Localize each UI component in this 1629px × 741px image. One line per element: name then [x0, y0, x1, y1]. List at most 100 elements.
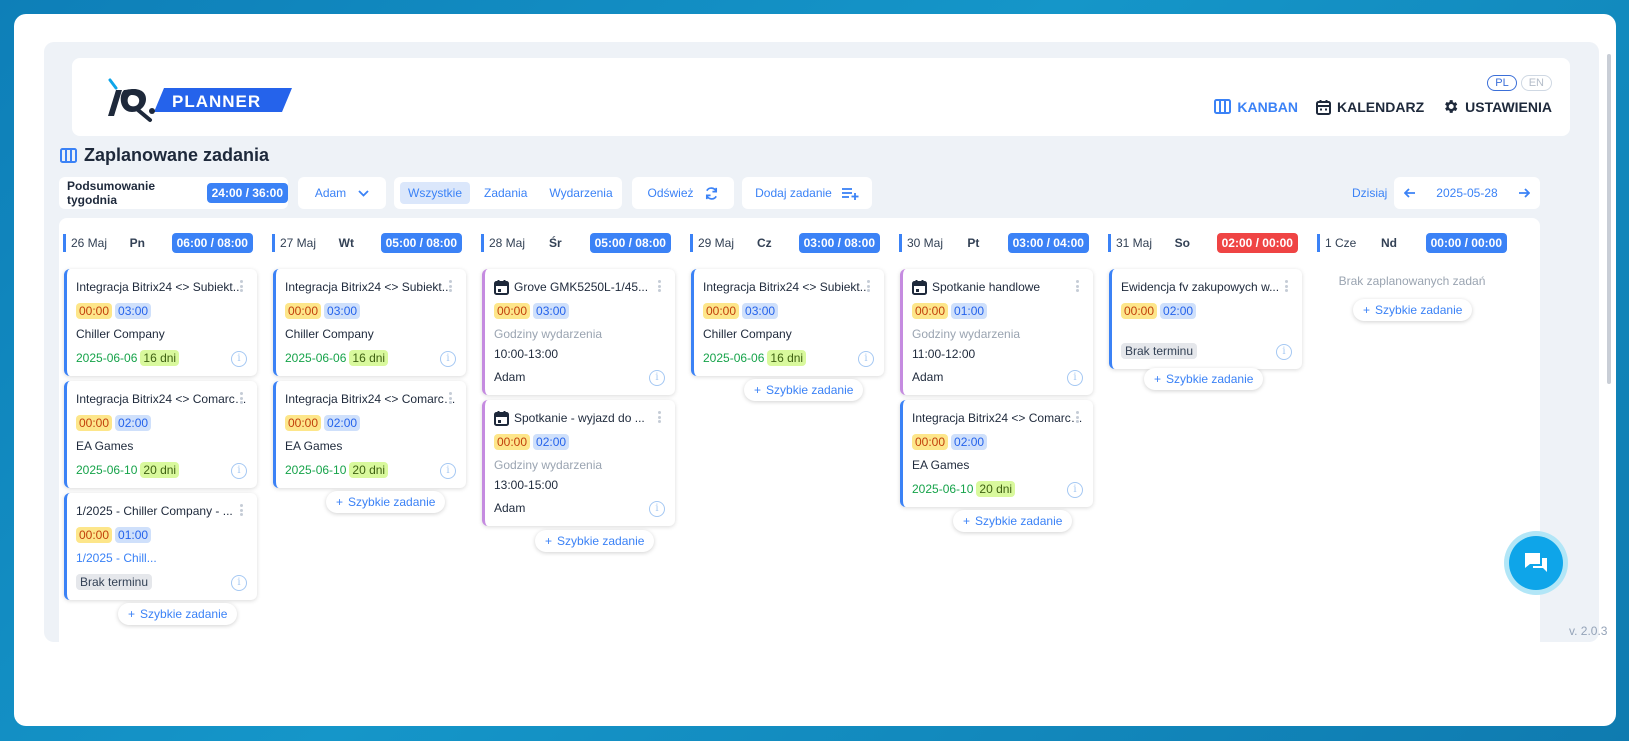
- time-estimate-tag: 03:00: [324, 303, 361, 319]
- column-date: 31 Maj: [1116, 236, 1153, 250]
- info-icon[interactable]: i: [649, 370, 665, 386]
- add-task-button[interactable]: Dodaj zadanie: [742, 177, 872, 209]
- filter-tasks[interactable]: Zadania: [484, 186, 528, 200]
- more-options-icon[interactable]: [240, 280, 243, 292]
- more-options-icon[interactable]: [1076, 411, 1079, 423]
- card-due-date: 2025-06-06: [703, 351, 765, 365]
- card-link[interactable]: 1/2025 - Chill...: [76, 551, 157, 565]
- info-icon[interactable]: i: [1067, 482, 1083, 498]
- refresh-label: Odśwież: [647, 186, 694, 200]
- empty-column-text: Brak zaplanowanych zadań: [1338, 274, 1486, 288]
- more-options-icon[interactable]: [1076, 280, 1079, 292]
- task-card[interactable]: Integracja Bitrix24 <> Comarch... 00:00 0…: [273, 381, 466, 488]
- card-title: Ewidencja fv zakupowych w...: [1121, 280, 1280, 294]
- arrow-right-icon[interactable]: [1518, 188, 1530, 198]
- more-options-icon[interactable]: [658, 411, 661, 423]
- filter-all[interactable]: Wszystkie: [400, 182, 470, 204]
- column-day: So: [1174, 236, 1190, 250]
- column-hours-badge: 05:00 / 08:00: [589, 233, 671, 253]
- lang-en[interactable]: EN: [1520, 75, 1552, 91]
- quick-add-button[interactable]: + Szybkie zadanie: [326, 491, 446, 513]
- quick-add-button[interactable]: + Szybkie zadanie: [953, 510, 1073, 532]
- time-estimate-tag: 03:00: [533, 303, 570, 319]
- info-icon[interactable]: i: [858, 351, 874, 367]
- more-options-icon[interactable]: [658, 280, 661, 292]
- card-client: EA Games: [912, 458, 970, 472]
- nav-settings[interactable]: USTAWIENIA: [1442, 98, 1552, 115]
- chat-button[interactable]: [1504, 531, 1568, 595]
- task-card[interactable]: Integracja Bitrix24 <> Subiekt... 00:00 0…: [691, 269, 884, 376]
- event-hours: 13:00-15:00: [494, 478, 559, 492]
- task-card[interactable]: 1/2025 - Chiller Company - ... 00:00 01:0…: [64, 493, 257, 600]
- quick-add-label: Szybkie zadanie: [348, 495, 436, 509]
- nav-kanban-label: KANBAN: [1237, 98, 1299, 115]
- column-date: 1 Cze: [1325, 236, 1357, 250]
- card-title: Grove GMK5250L-1/45...: [514, 280, 649, 294]
- event-card[interactable]: Spotkanie - wyjazd do ... 00:00 02:00 God…: [482, 400, 675, 526]
- task-card[interactable]: Integracja Bitrix24 <> Comarch... 00:00 0…: [64, 381, 257, 488]
- top-header: PLANNER PL EN KANBAN KALENDARZ USTAWIEN: [72, 58, 1570, 136]
- calendar-event-icon: [494, 411, 509, 426]
- time-spent-tag: 00:00: [76, 303, 113, 319]
- time-spent-tag: 00:00: [912, 434, 949, 450]
- task-card[interactable]: Integracja Bitrix24 <> Comarch... 00:00 0…: [900, 400, 1093, 507]
- column-day: Pn: [129, 236, 145, 250]
- info-icon[interactable]: i: [649, 501, 665, 517]
- plus-icon: +: [754, 383, 762, 397]
- plus-icon: +: [1154, 372, 1162, 386]
- event-card[interactable]: Spotkanie handlowe 00:00 01:00 Godziny wy…: [900, 269, 1093, 395]
- time-estimate-tag: 02:00: [115, 415, 152, 431]
- iq-planner-logo[interactable]: PLANNER: [102, 74, 302, 124]
- time-spent-tag: 00:00: [285, 303, 322, 319]
- info-icon[interactable]: i: [440, 463, 456, 479]
- quick-add-button[interactable]: + Szybkie zadanie: [1353, 299, 1473, 321]
- more-options-icon[interactable]: [240, 392, 243, 404]
- event-card[interactable]: Grove GMK5250L-1/45... 00:00 03:00 Godzin…: [482, 269, 675, 395]
- time-estimate-tag: 01:00: [951, 303, 988, 319]
- column-day: Nd: [1380, 236, 1397, 250]
- more-options-icon[interactable]: [449, 392, 452, 404]
- info-icon[interactable]: i: [1276, 344, 1292, 360]
- today-button[interactable]: Dzisiaj: [1352, 186, 1388, 200]
- refresh-button[interactable]: Odśwież: [632, 177, 734, 209]
- info-icon[interactable]: i: [231, 575, 247, 591]
- task-card[interactable]: Integracja Bitrix24 <> Subiekt... 00:00 0…: [64, 269, 257, 376]
- card-title: 1/2025 - Chiller Company - ...: [76, 504, 233, 518]
- more-options-icon[interactable]: [867, 280, 870, 292]
- quick-add-button[interactable]: + Szybkie zadanie: [118, 603, 238, 625]
- card-title: Integracja Bitrix24 <> Comarch...: [76, 392, 248, 406]
- nav-calendar[interactable]: KALENDARZ: [1316, 99, 1424, 115]
- info-icon[interactable]: i: [440, 351, 456, 367]
- info-icon[interactable]: i: [1067, 370, 1083, 386]
- nav-settings-label: USTAWIENIA: [1465, 98, 1552, 115]
- more-options-icon[interactable]: [240, 504, 243, 516]
- time-spent-tag: 00:00: [494, 303, 531, 319]
- task-card[interactable]: Integracja Bitrix24 <> Subiekt... 00:00 0…: [273, 269, 466, 376]
- more-options-icon[interactable]: [1285, 280, 1288, 292]
- scrollbar[interactable]: [1607, 54, 1611, 384]
- task-card[interactable]: Ewidencja fv zakupowych w... 00:00 02:00 …: [1109, 269, 1302, 369]
- add-task-label: Dodaj zadanie: [755, 186, 832, 200]
- kanban-icon: [1214, 99, 1232, 114]
- calendar-icon: [1316, 99, 1332, 115]
- kanban-board: 26 Maj Pn 06:00 / 08:00 Integracja Bitri…: [59, 218, 1540, 642]
- card-title: Integracja Bitrix24 <> Subiekt...: [703, 280, 870, 294]
- filter-events[interactable]: Wydarzenia: [549, 186, 613, 200]
- info-icon[interactable]: i: [231, 463, 247, 479]
- app-window: PLANNER PL EN KANBAN KALENDARZ USTAWIEN: [14, 14, 1616, 726]
- quick-add-button[interactable]: + Szybkie zadanie: [1144, 368, 1264, 390]
- info-icon[interactable]: i: [231, 351, 247, 367]
- quick-add-button[interactable]: + Szybkie zadanie: [535, 530, 655, 552]
- arrow-left-icon[interactable]: [1404, 188, 1416, 198]
- quick-add-label: Szybkie zadanie: [1166, 372, 1254, 386]
- nav-kanban[interactable]: KANBAN: [1214, 99, 1298, 115]
- card-title: Integracja Bitrix24 <> Subiekt...: [285, 280, 452, 294]
- quick-add-label: Szybkie zadanie: [140, 607, 228, 621]
- card-title: Spotkanie - wyjazd do ...: [514, 411, 645, 425]
- more-options-icon[interactable]: [449, 280, 452, 292]
- card-client: EA Games: [76, 439, 134, 453]
- quick-add-button[interactable]: + Szybkie zadanie: [744, 379, 864, 401]
- lang-pl[interactable]: PL: [1487, 75, 1517, 91]
- user-select[interactable]: Adam: [298, 177, 386, 209]
- column-header: 30 Maj Pt 03:00 / 04:00: [899, 233, 1089, 253]
